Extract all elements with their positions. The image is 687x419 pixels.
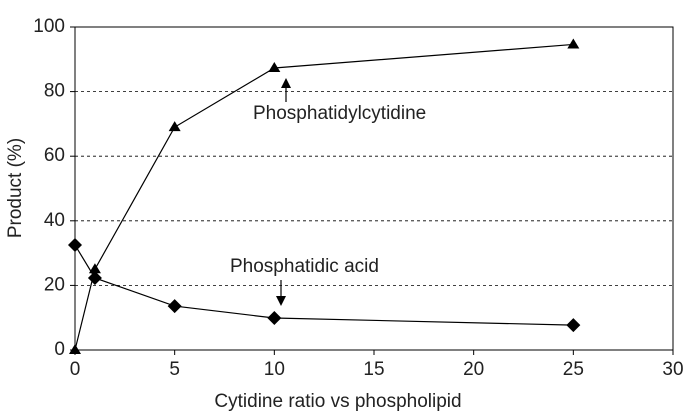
data-point: [267, 311, 282, 326]
series-line: [74, 43, 574, 351]
y-tick-label: 100: [33, 16, 65, 37]
x-tick-label: 20: [463, 359, 484, 380]
data-point: [566, 318, 581, 333]
data-point: [88, 263, 101, 274]
x-axis-label: Cytidine ratio vs phospholipid: [214, 391, 461, 412]
y-tick-label: 40: [44, 210, 65, 231]
annotation: Phosphatidylcytidine: [253, 103, 426, 124]
x-tick-label: 5: [169, 359, 180, 380]
plot-frame: [74, 26, 674, 351]
annotation-arrowhead: [281, 78, 291, 88]
x-tick-label: 30: [662, 359, 683, 380]
x-tick-label: 10: [264, 359, 285, 380]
y-tick-label: 0: [54, 339, 65, 360]
y-tick-label: 80: [44, 81, 65, 102]
y-tick-label: 60: [44, 145, 65, 166]
x-tick-label: 0: [70, 359, 81, 380]
data-point: [87, 270, 102, 285]
y-tick-label: 20: [44, 274, 65, 295]
data-point: [567, 38, 580, 49]
data-point: [69, 344, 81, 354]
x-tick-label: 25: [563, 359, 584, 380]
y-axis-label: Product (%): [5, 138, 26, 238]
data-point: [168, 121, 181, 132]
annotation: Phosphatidic acid: [230, 256, 379, 277]
annotation-arrowhead: [276, 296, 286, 306]
data-point: [68, 238, 82, 253]
data-point: [268, 62, 281, 73]
data-point: [167, 299, 182, 314]
x-tick-label: 15: [363, 359, 384, 380]
